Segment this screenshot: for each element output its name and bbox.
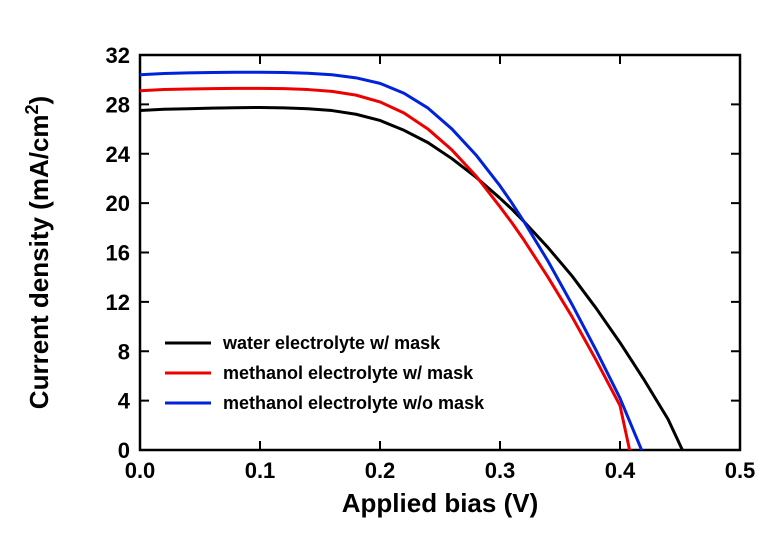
y-axis-label: Current density (mA/cm2) bbox=[22, 96, 54, 409]
x-axis-label: Applied bias (V) bbox=[342, 488, 538, 518]
y-tick-label: 16 bbox=[106, 241, 130, 266]
y-tick-label: 4 bbox=[118, 389, 131, 414]
y-tick-label: 8 bbox=[118, 339, 130, 364]
x-tick-label: 0.3 bbox=[485, 458, 516, 483]
y-tick-label: 28 bbox=[106, 92, 130, 117]
y-tick-label: 12 bbox=[106, 290, 130, 315]
y-tick-label: 24 bbox=[106, 142, 131, 167]
y-tick-label: 32 bbox=[106, 43, 130, 68]
x-tick-label: 0.4 bbox=[605, 458, 636, 483]
y-tick-label: 20 bbox=[106, 191, 130, 216]
y-tick-label: 0 bbox=[118, 438, 130, 463]
legend-label: water electrolyte w/ mask bbox=[222, 333, 441, 353]
chart-svg: 0.00.10.20.30.40.5048121620242832Applied… bbox=[0, 0, 764, 543]
x-tick-label: 0.5 bbox=[725, 458, 756, 483]
jv-chart: 0.00.10.20.30.40.5048121620242832Applied… bbox=[0, 0, 764, 543]
legend-label: methanol electrolyte w/ mask bbox=[223, 363, 474, 383]
x-tick-label: 0.2 bbox=[365, 458, 396, 483]
x-tick-label: 0.1 bbox=[245, 458, 276, 483]
legend-label: methanol electrolyte w/o mask bbox=[223, 393, 485, 413]
